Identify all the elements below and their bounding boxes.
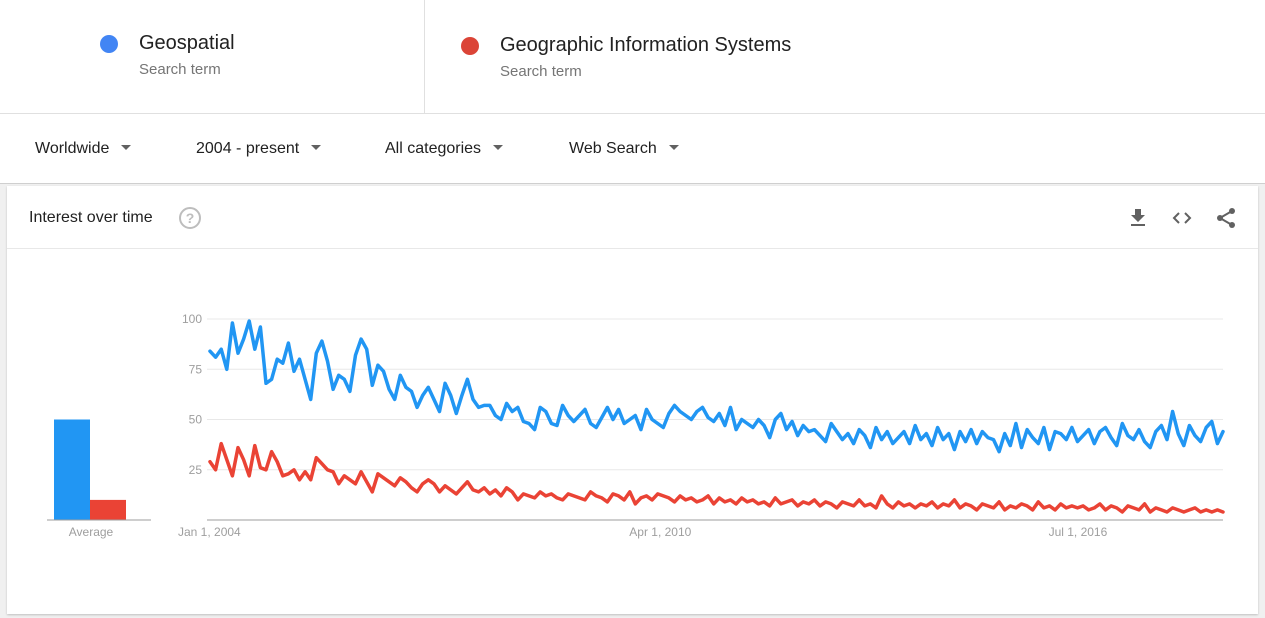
time-range-label: 2004 - present xyxy=(196,140,300,157)
search-property-label: Web Search xyxy=(569,140,657,157)
caret-down-icon xyxy=(311,145,322,150)
term-type: Search term xyxy=(500,63,582,80)
help-icon[interactable]: ? xyxy=(179,207,201,229)
interest-chart: 25 50 75 100 Jan 1, 2004 Apr 1, 2010 Jul 1, 20… xyxy=(47,312,1225,539)
term-color-dot xyxy=(461,37,479,55)
region-label: Worldwide xyxy=(35,140,110,157)
search-terms-bar: Geospatial Search term Geographic Inform… xyxy=(0,0,1265,114)
embed-icon[interactable] xyxy=(1170,206,1194,230)
y-tick-label: 75 xyxy=(189,362,203,376)
search-term-gis[interactable]: Geographic Information Systems Search te… xyxy=(426,0,1265,113)
y-tick-label: 25 xyxy=(189,463,203,477)
term-type: Search term xyxy=(139,61,221,78)
caret-down-icon xyxy=(121,145,132,150)
average-bar-geographic-information-systems xyxy=(90,499,126,520)
download-icon[interactable] xyxy=(1126,206,1150,230)
share-icon[interactable] xyxy=(1214,206,1238,230)
category-label: All categories xyxy=(385,140,482,157)
term-name: Geospatial xyxy=(139,32,235,54)
caret-down-icon xyxy=(668,145,679,150)
term-color-dot xyxy=(100,35,118,53)
time-range-dropdown[interactable]: 2004 - present xyxy=(196,140,322,158)
y-tick-label: 100 xyxy=(182,312,202,326)
interest-over-time-card: Interest over time ? 25 50 75 100 Jan 1, 200… xyxy=(7,186,1258,614)
average-label: Average xyxy=(69,525,114,539)
x-tick-label: Jan 1, 2004 xyxy=(178,525,241,539)
caret-down-icon xyxy=(493,145,504,150)
card-header: Interest over time ? xyxy=(7,186,1258,249)
series-line-geographic-information-systems xyxy=(208,441,1225,514)
x-tick-label: Apr 1, 2010 xyxy=(629,525,691,539)
term-name: Geographic Information Systems xyxy=(500,34,792,56)
region-dropdown[interactable]: Worldwide xyxy=(35,140,132,158)
filter-bar: Worldwide 2004 - present All categories … xyxy=(0,114,1265,184)
search-term-geospatial[interactable]: Geospatial Search term xyxy=(0,0,425,113)
y-tick-label: 50 xyxy=(189,413,203,427)
series-line-geospatial xyxy=(208,319,1225,454)
search-property-dropdown[interactable]: Web Search xyxy=(569,140,679,158)
x-tick-label: Jul 1, 2016 xyxy=(1049,525,1108,539)
average-bar-geospatial xyxy=(54,419,90,520)
card-title: Interest over time xyxy=(29,209,153,226)
category-dropdown[interactable]: All categories xyxy=(385,140,504,158)
